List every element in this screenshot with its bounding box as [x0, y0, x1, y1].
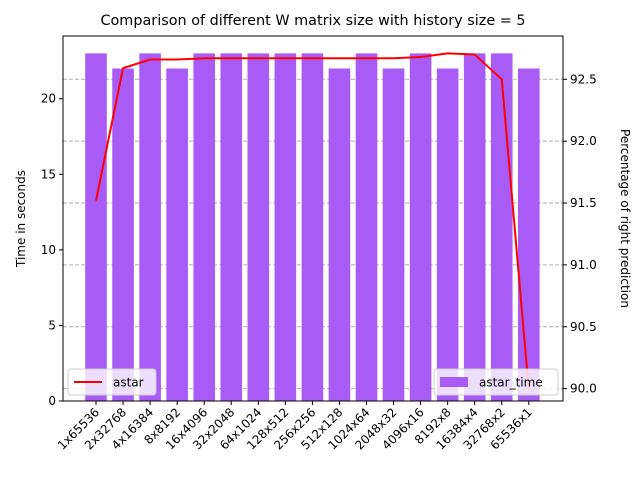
bars — [85, 53, 540, 402]
bar — [220, 53, 243, 401]
right-tick-label: 92.0 — [570, 134, 597, 148]
left-tick-label: 0 — [48, 394, 56, 408]
plot-frame — [62, 35, 564, 402]
legend-line-box — [67, 368, 157, 396]
bar — [355, 53, 378, 401]
left-tick-label: 5 — [48, 318, 56, 332]
right-tick-label: 90.0 — [570, 382, 597, 396]
line-series — [95, 52, 530, 390]
right-axis: 90.0 90.5 91.0 91.5 92.0 92.5 — [563, 72, 597, 396]
left-axis: 0 5 10 15 20 — [41, 92, 63, 408]
right-tick-label: 91.5 — [570, 196, 597, 210]
right-axis-label: Percentage of right prediction — [618, 129, 632, 308]
bar — [247, 53, 270, 401]
bar — [382, 68, 405, 402]
bar — [85, 53, 107, 401]
bar — [518, 68, 540, 402]
bar — [301, 53, 324, 401]
left-tick-label: 20 — [41, 92, 56, 106]
bar — [166, 68, 188, 402]
x-axis: 1x655362x327684x163848x819216x409632x204… — [55, 401, 535, 453]
left-tick-label: 15 — [41, 167, 56, 181]
right-tick-label: 91.0 — [570, 258, 597, 272]
line-astar — [95, 52, 530, 390]
bar — [490, 53, 513, 401]
chart-title: Comparison of different W matrix size wi… — [100, 13, 525, 29]
bar — [409, 53, 432, 401]
legend-bars-swatch — [440, 377, 468, 387]
bar — [328, 68, 351, 402]
bar — [139, 53, 161, 401]
bar — [193, 53, 215, 401]
legend-bars: astar_time — [433, 368, 559, 396]
right-tick-label: 92.5 — [570, 72, 597, 86]
right-tick-label: 90.5 — [570, 320, 597, 334]
bar — [463, 53, 486, 401]
bar — [274, 53, 297, 401]
legend-line: astar — [67, 368, 157, 396]
bar — [436, 68, 459, 402]
legend-bars-label: astar_time — [479, 376, 543, 390]
bar — [112, 68, 134, 402]
left-tick-label: 10 — [41, 243, 56, 257]
legend-bars-box — [433, 368, 559, 396]
left-axis-label: Time in seconds — [14, 170, 28, 268]
legend-line-label: astar — [113, 376, 144, 390]
